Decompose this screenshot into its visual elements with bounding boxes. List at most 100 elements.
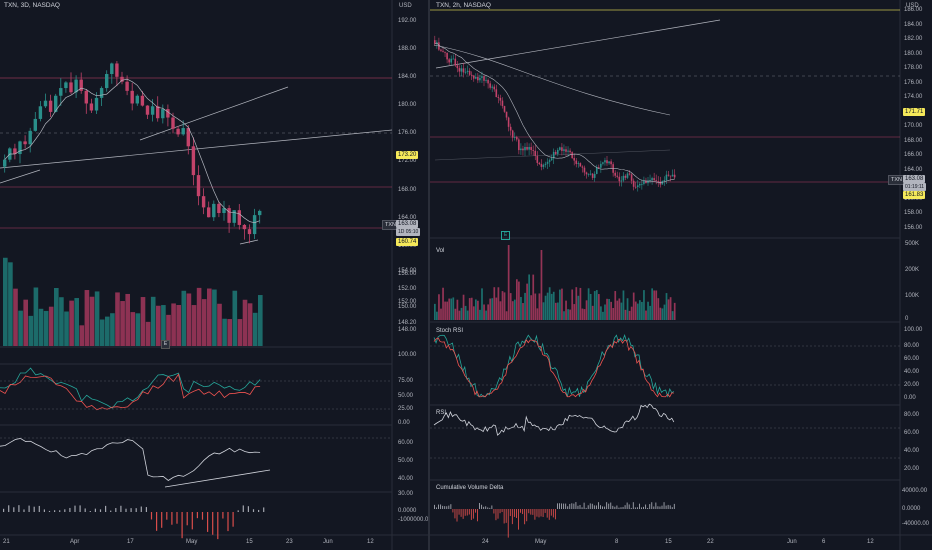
cvd-bar <box>645 504 647 509</box>
cvd-bar <box>497 509 499 519</box>
price-tick-label: 156.00 <box>904 224 923 231</box>
earnings-marker-icon[interactable]: E <box>501 231 510 240</box>
candle-body <box>140 95 145 106</box>
cvd-bar <box>641 507 642 509</box>
volume-bar <box>591 305 594 320</box>
volume-bar <box>74 298 79 346</box>
volume-bar <box>663 304 666 320</box>
candle-body <box>125 81 129 91</box>
stoch-tick-label: 100.00 <box>398 352 417 358</box>
left-chart-pane[interactable]: TXN, 3D, NASDAQ USD 192.00 188.00 184.00 18… <box>0 0 432 550</box>
candle-body <box>475 76 477 79</box>
volume-bar <box>456 299 459 320</box>
left-chart-canvas[interactable] <box>0 0 428 550</box>
pane-divider[interactable] <box>428 0 430 550</box>
volume-bar <box>665 293 668 320</box>
price-tick-label: 180.00 <box>398 102 417 109</box>
cvd-bar <box>667 504 669 509</box>
rsi-tick-label: 20.00 <box>904 466 920 472</box>
cvd-bar <box>511 509 513 525</box>
volume-bar <box>643 290 645 320</box>
volume-bar <box>524 292 526 320</box>
candle-body <box>464 71 467 73</box>
volume-bar <box>196 287 202 346</box>
cvd-bar <box>595 505 597 509</box>
candle-body <box>661 180 664 185</box>
stoch-tick-label: 80.00 <box>904 343 920 349</box>
cvd-bar <box>3 508 5 512</box>
candle-body <box>671 174 674 177</box>
cvd-bar <box>191 512 193 530</box>
volume-bar <box>585 300 588 320</box>
volume-bar <box>242 299 248 346</box>
cvd-bar <box>540 509 542 517</box>
candle-body <box>479 77 481 81</box>
volume-bar <box>634 301 637 320</box>
candle-body <box>130 90 134 104</box>
cvd-bar <box>491 505 493 509</box>
right-chart-canvas[interactable] <box>430 0 932 550</box>
candle-body <box>516 137 518 140</box>
stoch-tick-label: 60.00 <box>904 356 920 362</box>
volume-bar <box>630 306 633 320</box>
volume-bar <box>442 287 444 320</box>
volume-bar <box>171 303 176 346</box>
time-tick-label: 21 <box>3 539 10 545</box>
volume-bar <box>554 302 557 320</box>
cvd-bar <box>454 509 456 519</box>
volume-bar <box>538 293 541 320</box>
cvd-bar <box>669 505 671 509</box>
volume-bar <box>647 301 649 320</box>
volume-bar <box>161 305 166 346</box>
volume-bar <box>493 287 496 320</box>
candle-body <box>511 130 514 138</box>
trend-line-2 <box>434 149 671 161</box>
time-tick-label: 8 <box>615 539 619 545</box>
volume-bar <box>191 305 197 346</box>
candle-body <box>48 100 53 112</box>
cvd-bar <box>156 512 158 531</box>
cvd-tick-label: 0.0000 <box>398 508 417 514</box>
cvd-bar <box>503 509 505 524</box>
cvd-bar <box>69 507 71 512</box>
price-tick-label: 176.00 <box>398 130 417 137</box>
cvd-bar <box>54 510 56 512</box>
right-chart-pane[interactable]: TXN, 2h, NASDAQ USD 186.00 184.00 182.00 18… <box>430 0 932 550</box>
candle-body <box>657 181 660 182</box>
candle-body <box>18 141 22 155</box>
cvd-bar <box>446 506 448 509</box>
volume-bar <box>232 290 238 346</box>
cvd-bar <box>479 502 480 509</box>
price-tick-label: 168.00 <box>904 137 923 144</box>
cvd-bar <box>663 502 665 509</box>
cvd-bar <box>513 509 515 517</box>
candle-body <box>207 207 211 218</box>
cvd-bar <box>632 502 634 509</box>
volume-bar <box>540 250 543 320</box>
cvd-bar <box>520 509 521 513</box>
candle-body <box>28 130 32 145</box>
cvd-bar <box>8 505 10 512</box>
circle-badge-icon[interactable]: E <box>161 340 170 349</box>
volume-bar <box>176 305 181 346</box>
left-level-badge-lower: 160.74 <box>396 238 419 246</box>
cvd-tick-label: 40000.00 <box>902 488 928 494</box>
cvd-bar <box>450 504 452 509</box>
candle-body <box>550 158 553 161</box>
cvd-bar <box>614 506 616 509</box>
volume-bar <box>616 300 619 320</box>
stoch-k-line <box>433 334 675 398</box>
volume-bar <box>444 301 446 320</box>
candle-body <box>626 173 629 178</box>
volume-bar <box>534 293 537 320</box>
cvd-bar <box>217 512 219 540</box>
cvd-bar <box>634 507 636 509</box>
candle-body <box>446 52 448 60</box>
cvd-tick-label: -1000000.00 <box>398 517 432 523</box>
volume-bar <box>645 310 647 320</box>
volume-bar <box>481 288 483 320</box>
time-tick-label: May <box>186 539 198 545</box>
cvd-bar <box>207 512 209 532</box>
cvd-bar <box>569 503 571 509</box>
time-tick-label: Jun <box>323 539 333 545</box>
